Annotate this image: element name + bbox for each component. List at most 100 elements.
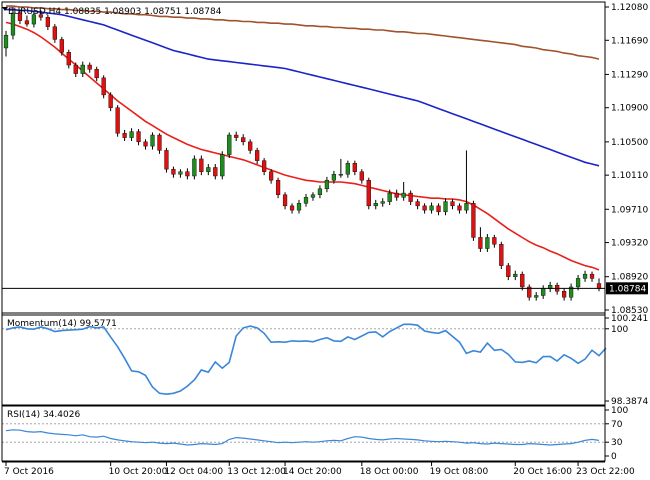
candle-bear xyxy=(275,180,281,195)
candle-bull xyxy=(331,174,337,181)
momentum-tick-label: 100.241 xyxy=(611,314,648,324)
candle-bull xyxy=(464,203,469,211)
candle-bull xyxy=(220,154,225,177)
current-price-tag xyxy=(606,282,648,295)
candle-bear xyxy=(436,205,441,213)
price-tick-label: 1.10900 xyxy=(611,104,648,114)
momentum-title: Momentum(14) 99.5771 xyxy=(7,319,117,329)
candle-bull xyxy=(575,278,581,288)
candle-bull xyxy=(534,295,539,298)
candle-bear xyxy=(255,150,260,161)
candle-bull xyxy=(206,167,211,172)
rsi-line xyxy=(5,429,600,446)
candle-bear xyxy=(213,167,218,177)
candle-bear xyxy=(171,168,176,175)
candle-bear xyxy=(561,291,567,298)
candle-bear xyxy=(234,134,239,138)
candle-bear xyxy=(164,150,169,170)
sma-mid-line xyxy=(6,8,600,167)
candle-bull xyxy=(303,197,309,204)
candle-bear xyxy=(262,160,267,172)
price-tick-label: 1.09320 xyxy=(611,239,648,249)
price-panel xyxy=(2,5,605,301)
candle-bull xyxy=(401,192,406,198)
time-tick-label: 19 Oct 08:00 xyxy=(430,467,489,477)
candle-bear xyxy=(101,77,106,96)
candle-bear xyxy=(268,171,274,181)
candle-bear xyxy=(241,137,246,143)
candle-bear xyxy=(352,162,357,172)
candle-bear xyxy=(422,205,427,211)
candle-bear xyxy=(73,64,78,74)
collapse-triangle-icon[interactable] xyxy=(2,7,8,11)
time-tick-label: 18 Oct 00:00 xyxy=(360,467,419,477)
candle-bear xyxy=(408,192,413,202)
candle-bull xyxy=(429,205,434,211)
candle-bull xyxy=(296,203,302,211)
candle-bear xyxy=(478,237,483,249)
candle-bull xyxy=(373,203,378,207)
sma-fast-line xyxy=(5,21,600,271)
price-tick-label: 1.08530 xyxy=(611,306,648,316)
price-tick-label: 1.10500 xyxy=(611,138,648,148)
candle-bear xyxy=(157,134,162,151)
candle-bull xyxy=(568,286,574,298)
rsi-tick-label: 100 xyxy=(611,406,628,416)
candle-bear xyxy=(66,52,71,66)
price-tick-label: 1.08920 xyxy=(611,273,648,283)
candle-bear xyxy=(492,237,497,245)
momentum-panel: Momentum(14) 99.5771 xyxy=(2,319,607,396)
candle-bear xyxy=(59,39,64,53)
ohlc-label: 1.08835 1.08903 1.08751 1.08784 xyxy=(64,7,222,17)
candle-bear xyxy=(457,205,462,211)
candle-bear xyxy=(415,201,420,207)
candle-bull xyxy=(227,134,232,155)
candle-bear xyxy=(115,107,120,134)
rsi-tick-label: 70 xyxy=(611,420,623,430)
candle-bear xyxy=(471,203,476,238)
candle-bear xyxy=(506,265,511,277)
candle-bull xyxy=(317,188,323,195)
time-tick-label: 20 Oct 16:00 xyxy=(513,467,572,477)
time-tick-label: 23 Oct 22:00 xyxy=(576,467,635,477)
rsi-panel-frame xyxy=(1,404,606,462)
main-panel-frame xyxy=(1,1,606,316)
candle-bull xyxy=(150,134,155,147)
candle-bear xyxy=(248,141,253,151)
candle-bull xyxy=(324,180,330,189)
candle-bear xyxy=(499,244,504,266)
price-tick-label: 1.10110 xyxy=(611,171,648,181)
candle-bull xyxy=(485,237,490,249)
candle-bear xyxy=(520,273,525,288)
candle-bear xyxy=(122,133,127,138)
candle-bull xyxy=(582,273,588,279)
candle-bull xyxy=(513,273,518,277)
time-tick-label: 10 Oct 20:00 xyxy=(109,467,168,477)
candle-bear xyxy=(108,94,113,108)
candle-bull xyxy=(345,162,350,175)
time-tick-label: 14 Oct 20:00 xyxy=(283,467,342,477)
candle-bear xyxy=(394,192,399,198)
candle-bear xyxy=(52,26,57,40)
price-tick-label: 1.09710 xyxy=(611,205,648,215)
candle-bull xyxy=(129,131,134,138)
candle-bear xyxy=(589,273,595,279)
candle-bear xyxy=(366,180,371,207)
momentum-line xyxy=(5,323,607,396)
price-tick-label: 1.11290 xyxy=(611,70,648,80)
candle-bear xyxy=(282,194,288,207)
candle-bull xyxy=(338,174,343,176)
candle-bear xyxy=(136,131,141,143)
time-tick-label: 13 Oct 12:00 xyxy=(227,467,286,477)
current-price-label: 1.08784 xyxy=(609,284,646,294)
momentum-tick-label: 98.3874 xyxy=(611,397,648,407)
candle-bear xyxy=(527,286,532,298)
candle-bull xyxy=(80,64,85,74)
candle-bull xyxy=(10,12,16,36)
rsi-panel: RSI(14) 34.4026 xyxy=(2,410,605,446)
candle-bull xyxy=(380,201,385,204)
candle-bull xyxy=(310,194,316,198)
candle-bear xyxy=(199,158,204,172)
